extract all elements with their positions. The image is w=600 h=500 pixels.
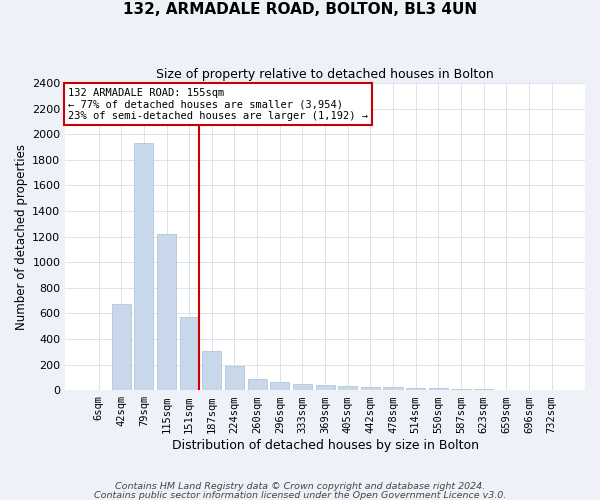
Bar xyxy=(474,389,493,390)
Bar xyxy=(451,389,471,390)
Y-axis label: Number of detached properties: Number of detached properties xyxy=(15,144,28,330)
Text: Contains HM Land Registry data © Crown copyright and database right 2024.: Contains HM Land Registry data © Crown c… xyxy=(115,482,485,491)
Bar xyxy=(338,386,358,390)
Bar xyxy=(179,316,199,390)
Text: 132 ARMADALE ROAD: 155sqm
← 77% of detached houses are smaller (3,954)
23% of se: 132 ARMADALE ROAD: 155sqm ← 77% of detac… xyxy=(68,88,368,121)
Bar xyxy=(429,388,448,390)
Bar xyxy=(157,234,176,390)
Text: 132, ARMADALE ROAD, BOLTON, BL3 4UN: 132, ARMADALE ROAD, BOLTON, BL3 4UN xyxy=(123,2,477,18)
Bar xyxy=(383,388,403,390)
Title: Size of property relative to detached houses in Bolton: Size of property relative to detached ho… xyxy=(156,68,494,80)
X-axis label: Distribution of detached houses by size in Bolton: Distribution of detached houses by size … xyxy=(172,440,479,452)
Bar xyxy=(248,378,267,390)
Bar xyxy=(293,384,312,390)
Bar xyxy=(134,143,154,390)
Bar xyxy=(361,386,380,390)
Bar xyxy=(112,304,131,390)
Bar xyxy=(406,388,425,390)
Bar xyxy=(202,351,221,390)
Text: Contains public sector information licensed under the Open Government Licence v3: Contains public sector information licen… xyxy=(94,490,506,500)
Bar xyxy=(270,382,289,390)
Bar xyxy=(316,385,335,390)
Bar xyxy=(225,366,244,390)
